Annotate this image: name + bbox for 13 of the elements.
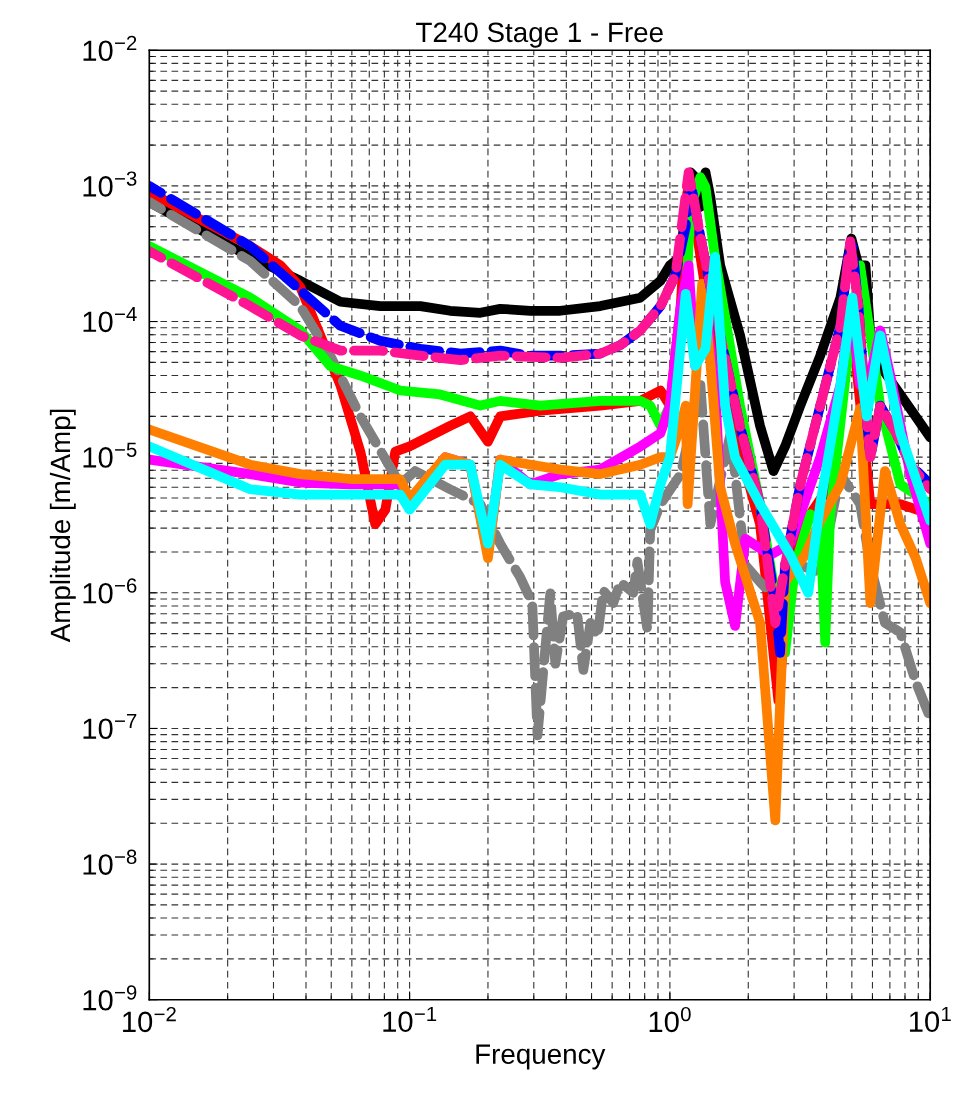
chart-title: T240 Stage 1 - Free bbox=[416, 22, 663, 48]
x-tick-label: 10$^{−1}$ bbox=[383, 1006, 437, 1032]
y-tick-label: 10$^{−2}$ bbox=[83, 35, 137, 62]
y-tick-label: 10$^{−4}$ bbox=[83, 307, 137, 333]
x-tick-label: 10$^{1}$ bbox=[909, 1006, 951, 1032]
y-tick-label: 10$^{−7}$ bbox=[83, 713, 137, 740]
y-tick-label: 10$^{−6}$ bbox=[83, 578, 137, 604]
y-tick-label: 10$^{−8}$ bbox=[83, 849, 137, 875]
x-axis-title: Frequency bbox=[476, 1044, 606, 1070]
y-axis-title: Amplitude [m/Amp] bbox=[49, 409, 76, 643]
y-tick-label: 10$^{−5}$ bbox=[83, 442, 137, 468]
x-tick-label: 10$^{0}$ bbox=[649, 1006, 691, 1033]
y-tick-label: 10$^{−3}$ bbox=[83, 171, 137, 197]
